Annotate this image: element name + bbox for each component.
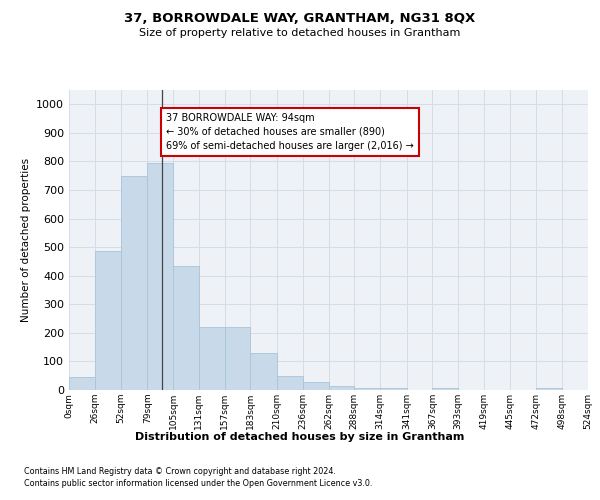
Text: Contains HM Land Registry data © Crown copyright and database right 2024.: Contains HM Land Registry data © Crown c… — [24, 468, 336, 476]
Text: Distribution of detached houses by size in Grantham: Distribution of detached houses by size … — [136, 432, 464, 442]
Bar — [250, 353, 277, 390]
Text: Size of property relative to detached houses in Grantham: Size of property relative to detached ho… — [139, 28, 461, 38]
Text: 37 BORROWDALE WAY: 94sqm
← 30% of detached houses are smaller (890)
69% of semi-: 37 BORROWDALE WAY: 94sqm ← 30% of detach… — [166, 113, 414, 151]
Bar — [121, 176, 147, 390]
Text: 37, BORROWDALE WAY, GRANTHAM, NG31 8QX: 37, BORROWDALE WAY, GRANTHAM, NG31 8QX — [124, 12, 476, 26]
Bar — [433, 388, 458, 390]
Bar — [69, 377, 95, 390]
Bar — [277, 376, 303, 390]
Bar — [95, 252, 121, 390]
Bar — [224, 327, 250, 390]
Bar — [536, 388, 562, 390]
Bar — [303, 382, 329, 390]
Bar — [380, 388, 407, 390]
Bar — [199, 327, 224, 390]
Text: Contains public sector information licensed under the Open Government Licence v3: Contains public sector information licen… — [24, 479, 373, 488]
Bar — [173, 266, 199, 390]
Bar — [329, 386, 354, 390]
Bar — [147, 163, 173, 390]
Bar — [354, 388, 380, 390]
Y-axis label: Number of detached properties: Number of detached properties — [20, 158, 31, 322]
